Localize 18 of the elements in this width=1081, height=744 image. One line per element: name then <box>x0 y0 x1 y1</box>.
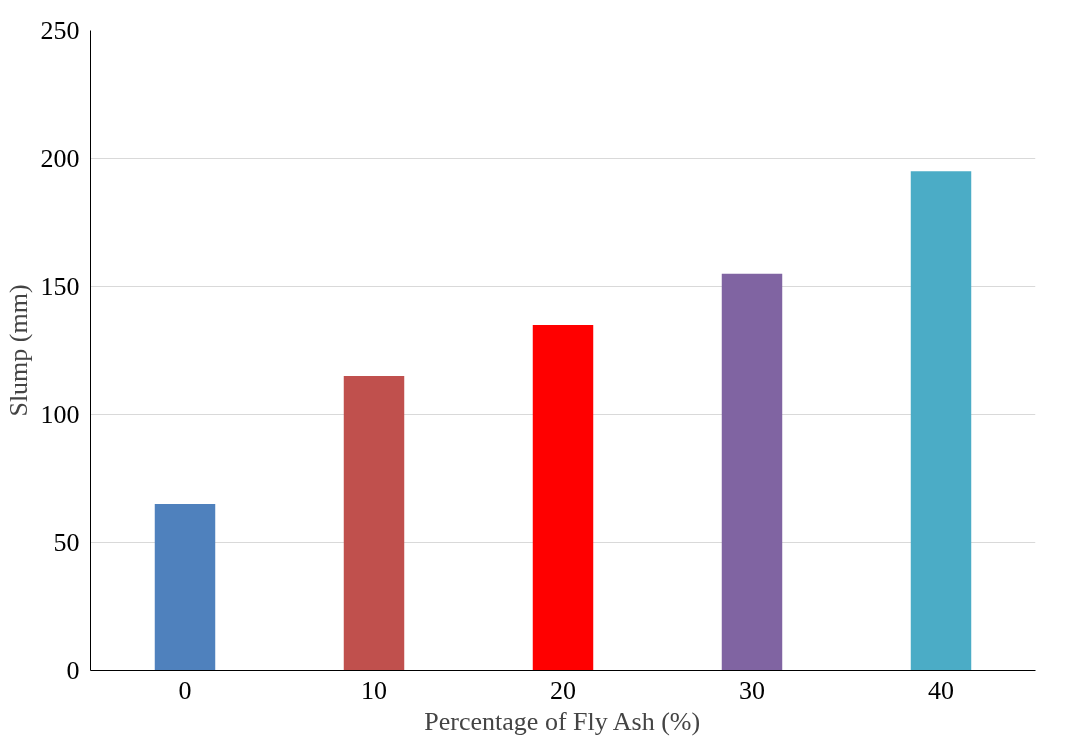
y-tick-label: 50 <box>53 528 80 557</box>
x-tick-label: 0 <box>178 675 192 705</box>
x-tick-label: 10 <box>361 675 387 705</box>
x-tick-label: 30 <box>739 675 765 705</box>
bar <box>154 504 216 671</box>
bar <box>910 171 972 671</box>
y-tick-label: 0 <box>66 656 80 685</box>
y-tick-label: 150 <box>40 272 80 301</box>
x-tick-label: 20 <box>550 675 576 705</box>
y-tick-label: 200 <box>40 144 80 173</box>
y-tick-label: 100 <box>40 400 80 429</box>
y-tick-label: 250 <box>40 16 80 45</box>
bar <box>532 324 594 671</box>
x-tick-label: 40 <box>928 675 954 705</box>
bar <box>343 376 405 671</box>
x-axis-title: Percentage of Fly Ash (%) <box>424 706 701 736</box>
y-axis-title: Slump (mm) <box>3 284 33 417</box>
bar <box>721 273 783 671</box>
